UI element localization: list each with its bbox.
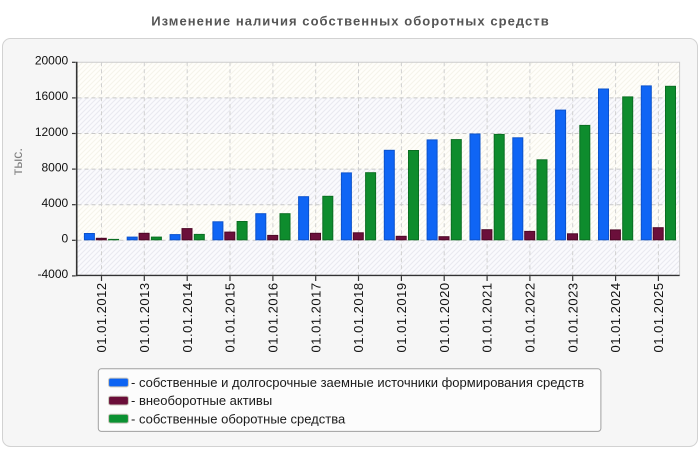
svg-text:0: 0	[62, 232, 69, 246]
svg-text:01.01.2016: 01.01.2016	[266, 282, 281, 352]
svg-text:01.01.2014: 01.01.2014	[180, 282, 195, 352]
svg-text:- собственные оборотные средст: - собственные оборотные средства	[131, 411, 346, 426]
svg-text:01.01.2015: 01.01.2015	[223, 282, 238, 352]
svg-text:01.01.2021: 01.01.2021	[480, 282, 495, 352]
svg-text:01.01.2023: 01.01.2023	[565, 282, 580, 352]
svg-text:-4000: -4000	[37, 267, 68, 281]
svg-text:4000: 4000	[41, 196, 68, 210]
svg-text:01.01.2022: 01.01.2022	[523, 282, 538, 352]
svg-text:12000: 12000	[35, 125, 69, 139]
svg-text:01.01.2017: 01.01.2017	[308, 282, 323, 352]
svg-text:01.01.2018: 01.01.2018	[351, 282, 366, 352]
svg-text:Изменение наличия собственных: Изменение наличия собственных оборотных …	[151, 13, 550, 28]
svg-text:16000: 16000	[35, 89, 69, 103]
svg-text:01.01.2020: 01.01.2020	[437, 282, 452, 352]
svg-text:01.01.2013: 01.01.2013	[137, 282, 152, 352]
svg-text:01.01.2012: 01.01.2012	[94, 282, 109, 352]
svg-text:- внеоборотные активы: - внеоборотные активы	[131, 393, 272, 408]
svg-text:01.01.2025: 01.01.2025	[651, 282, 666, 352]
svg-text:8000: 8000	[41, 160, 68, 174]
svg-text:- собственные и долгосрочные з: - собственные и долгосрочные заемные ист…	[131, 375, 584, 390]
svg-text:01.01.2019: 01.01.2019	[394, 282, 409, 352]
svg-text:01.01.2024: 01.01.2024	[608, 282, 623, 352]
svg-text:20000: 20000	[35, 54, 69, 68]
svg-text:тыс.: тыс.	[9, 148, 25, 175]
